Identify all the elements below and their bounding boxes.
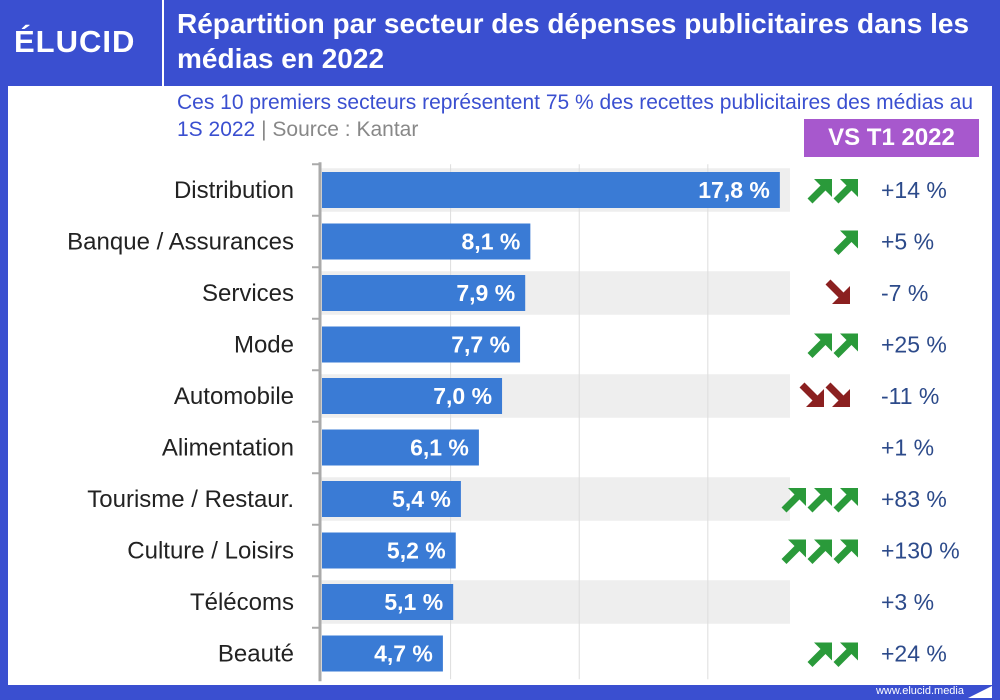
up-arrow-icon [781, 539, 806, 564]
up-arrow-icon [807, 488, 832, 513]
up-arrow-icon [833, 539, 858, 564]
category-label: Alimentation [162, 435, 294, 462]
category-label: Beauté [218, 641, 294, 668]
change-label: +14 % [881, 177, 947, 203]
category-label: Tourisme / Restaur. [87, 486, 294, 513]
bar [322, 481, 461, 517]
change-label: +130 % [881, 538, 960, 564]
change-label: +3 % [881, 589, 934, 615]
change-label: -11 % [881, 383, 939, 409]
bar-value-label: 8,1 % [462, 229, 521, 255]
comparison-badge: VS T1 2022 [804, 119, 979, 157]
bar-value-label: 7,7 % [451, 332, 510, 358]
category-label: Mode [234, 332, 294, 359]
bar-value-label: 5,1 % [384, 589, 443, 615]
change-label: +83 % [881, 486, 947, 512]
change-label: +24 % [881, 641, 947, 667]
bar-value-label: 7,0 % [433, 383, 492, 409]
change-label: +25 % [881, 332, 947, 358]
down-arrow-icon [799, 382, 824, 407]
category-label: Banque / Assurances [67, 229, 294, 256]
category-label: Automobile [174, 383, 294, 410]
up-arrow-icon [833, 333, 858, 358]
category-label: Distribution [174, 177, 294, 204]
bar-value-label: 7,9 % [456, 280, 515, 306]
bar [322, 635, 443, 672]
bar [322, 223, 531, 260]
elucid-mark-icon [968, 686, 992, 698]
chart-title: Répartition par secteur des dépenses pub… [177, 8, 970, 74]
up-arrow-icon [807, 333, 832, 358]
footer-url[interactable]: www.elucid.media [875, 685, 964, 697]
category-label: Culture / Loisirs [127, 538, 294, 565]
bar-value-label: 5,2 % [387, 538, 446, 564]
bar [322, 275, 526, 311]
logo: ÉLUCID [14, 24, 136, 59]
change-label: +1 % [881, 435, 934, 461]
bar [322, 172, 780, 208]
up-arrow-icon [833, 488, 858, 513]
up-arrow-icon [807, 179, 832, 204]
up-arrow-icon [833, 179, 858, 204]
bar [322, 429, 479, 466]
category-label: Télécoms [190, 589, 294, 616]
logo-divider [162, 0, 164, 86]
bar-value-label: 5,4 % [392, 486, 451, 512]
bar [322, 326, 521, 363]
up-arrow-icon [833, 230, 858, 255]
subtitle-text: Ces 10 premiers secteurs représentent 75… [177, 91, 974, 141]
up-arrow-icon [807, 642, 832, 667]
bar [322, 584, 454, 620]
subtitle-separator: | [261, 118, 267, 141]
bar [322, 532, 456, 569]
down-arrow-icon [825, 279, 850, 304]
up-arrow-icon [781, 488, 806, 513]
bar-value-label: 6,1 % [410, 435, 469, 461]
header: ÉLUCID Répartition par secteur des dépen… [0, 0, 1000, 86]
source-label: Source : Kantar [272, 118, 419, 141]
change-label: -7 % [881, 280, 928, 306]
category-label: Services [202, 280, 294, 307]
up-arrow-icon [807, 539, 832, 564]
up-arrow-icon [833, 642, 858, 667]
change-label: +5 % [881, 229, 934, 255]
bar-value-label: 4,7 % [374, 641, 433, 667]
bar [322, 378, 503, 414]
down-arrow-icon [825, 382, 850, 407]
chart-subtitle: Ces 10 premiers secteurs représentent 75… [177, 89, 977, 143]
bar-value-label: 17,8 % [698, 177, 770, 203]
